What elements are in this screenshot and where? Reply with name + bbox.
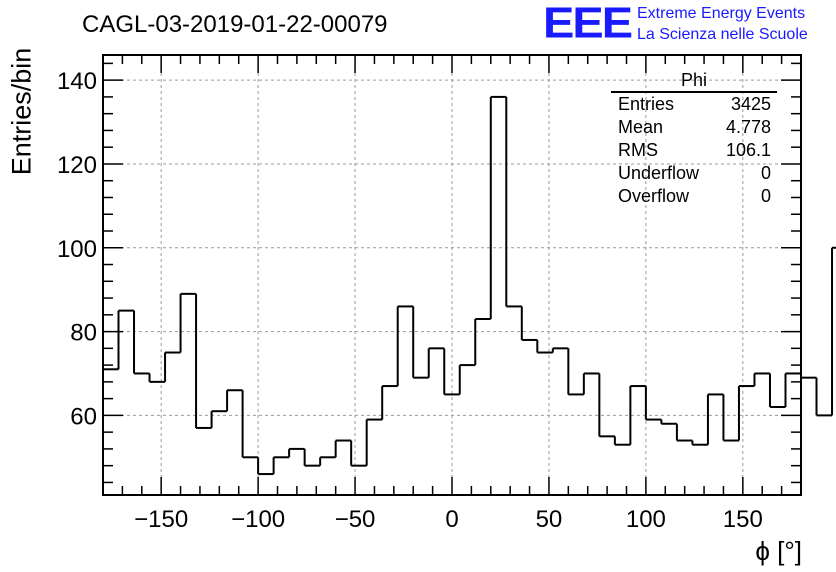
y-tick-label: 60	[70, 403, 97, 430]
x-tick-label: 150	[723, 506, 763, 533]
plot-frame	[102, 54, 802, 496]
x-axis-label: ϕ [°]	[755, 536, 802, 566]
y-tick-label: 80	[70, 320, 97, 347]
logo-caption: Extreme Energy Events La Scienza nelle S…	[637, 3, 808, 45]
stats-value: 0	[760, 163, 771, 183]
stats-row-mean: Mean 4.778	[611, 116, 777, 139]
stats-value: 4.778	[725, 117, 771, 137]
logo-caption-line1: Extreme Energy Events	[637, 5, 806, 22]
y-tick-label: 100	[57, 236, 97, 263]
x-tick-label: 0	[445, 506, 458, 533]
stats-label: Underflow	[618, 163, 700, 183]
stats-label: Entries	[618, 94, 675, 114]
y-tick-label: 140	[57, 68, 97, 95]
stats-label: Overflow	[618, 186, 690, 206]
stats-row-overflow: Overflow 0	[611, 185, 777, 208]
stats-label: RMS	[618, 140, 658, 160]
eee-logo: EEE	[543, 0, 633, 47]
stats-row-underflow: Underflow 0	[611, 162, 777, 185]
y-tick-label: 120	[57, 152, 97, 179]
stats-value: 0	[760, 186, 771, 206]
stats-box-title: Phi	[611, 70, 777, 93]
x-tick-label: −150	[134, 506, 188, 533]
chart-title: CAGL-03-2019-01-22-00079	[82, 11, 388, 38]
logo-caption-line2: La Scienza nelle Scuole	[637, 26, 808, 43]
x-tick-label: −50	[335, 506, 376, 533]
stats-row-rms: RMS 106.1	[611, 139, 777, 162]
stats-row-entries: Entries 3425	[611, 93, 777, 116]
x-tick-label: 50	[536, 506, 563, 533]
stats-value: 3425	[730, 94, 771, 114]
stats-label: Mean	[618, 117, 664, 137]
x-tick-label: −100	[231, 506, 285, 533]
x-tick-label: 100	[626, 506, 666, 533]
stats-value: 106.1	[725, 140, 771, 160]
y-axis-label: Entries/bin	[6, 47, 37, 176]
stats-box: Phi Entries 3425 Mean 4.778 RMS 106.1 Un…	[611, 70, 777, 208]
